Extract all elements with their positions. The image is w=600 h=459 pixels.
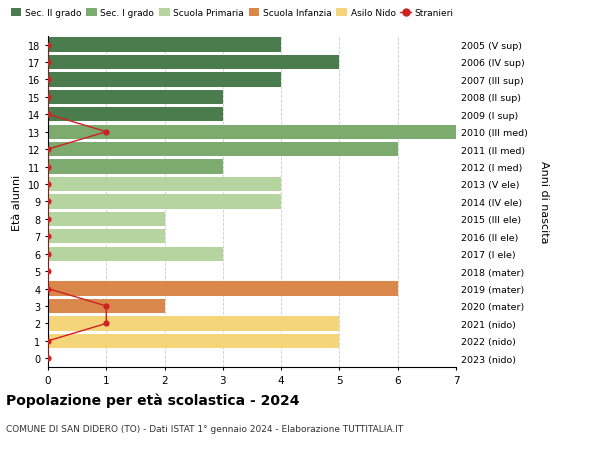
Point xyxy=(101,320,111,327)
Bar xyxy=(48,56,340,70)
Bar xyxy=(48,90,223,105)
Point xyxy=(43,42,53,49)
Point xyxy=(101,302,111,310)
Point xyxy=(43,285,53,292)
Bar xyxy=(48,282,398,296)
Point xyxy=(43,181,53,188)
Bar xyxy=(48,160,223,174)
Point xyxy=(43,112,53,119)
Bar xyxy=(48,299,164,313)
Bar xyxy=(48,178,281,192)
Y-axis label: Età alunni: Età alunni xyxy=(13,174,22,230)
Point xyxy=(43,94,53,101)
Text: Popolazione per età scolastica - 2024: Popolazione per età scolastica - 2024 xyxy=(6,392,299,407)
Point xyxy=(43,337,53,345)
Point xyxy=(43,355,53,362)
Point xyxy=(101,129,111,136)
Bar xyxy=(48,108,223,122)
Point xyxy=(43,146,53,153)
Point xyxy=(43,59,53,67)
Bar xyxy=(48,247,223,261)
Point xyxy=(43,198,53,206)
Bar xyxy=(48,73,281,87)
Point xyxy=(43,216,53,223)
Bar xyxy=(48,143,398,157)
Bar xyxy=(48,334,340,348)
Text: COMUNE DI SAN DIDERO (TO) - Dati ISTAT 1° gennaio 2024 - Elaborazione TUTTITALIA: COMUNE DI SAN DIDERO (TO) - Dati ISTAT 1… xyxy=(6,425,403,434)
Bar xyxy=(48,38,281,52)
Point xyxy=(43,251,53,258)
Point xyxy=(43,233,53,241)
Point xyxy=(43,163,53,171)
Point xyxy=(43,77,53,84)
Bar xyxy=(48,317,340,331)
Point xyxy=(43,268,53,275)
Bar xyxy=(48,125,456,140)
Y-axis label: Anni di nascita: Anni di nascita xyxy=(539,161,549,243)
Bar xyxy=(48,195,281,209)
Bar xyxy=(48,230,164,244)
Bar xyxy=(48,212,164,226)
Legend: Sec. II grado, Sec. I grado, Scuola Primaria, Scuola Infanzia, Asilo Nido, Stran: Sec. II grado, Sec. I grado, Scuola Prim… xyxy=(11,9,454,18)
